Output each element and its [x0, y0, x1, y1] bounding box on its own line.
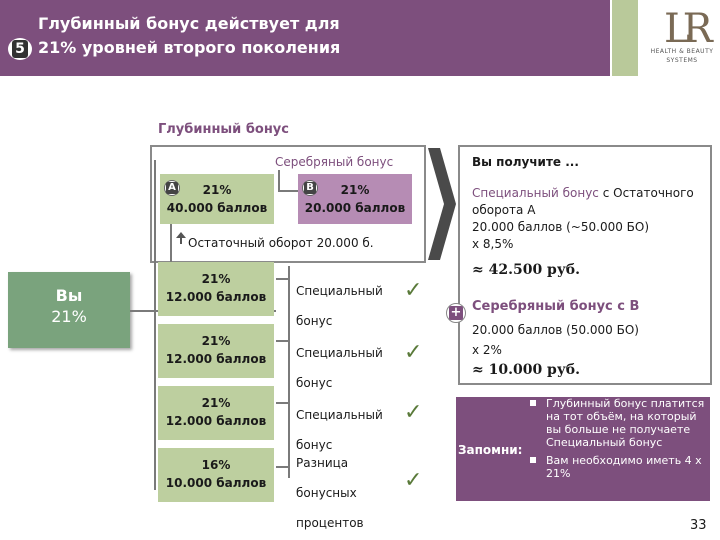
level-box-4: 16% 10.000 баллов — [158, 448, 274, 502]
connector-you — [130, 310, 150, 312]
reminder-item: Глубинный бонус платится на тот объём, н… — [530, 397, 708, 449]
special-bonus-volume: 20.000 баллов (~50.000 БО) — [472, 220, 650, 234]
level-box-3: 21% 12.000 баллов — [158, 386, 274, 440]
special-bonus-label: Специальный бонус — [472, 186, 599, 200]
level-2-bonus-text: Специальный бонус — [296, 338, 383, 398]
level-4-points: 10.000 баллов — [165, 476, 267, 490]
special-bonus-rate: x 8,5% — [472, 237, 514, 251]
level-3-bonus-text: Специальный бонус — [296, 400, 383, 460]
slide-number-badge: 5 — [8, 38, 32, 60]
connector-level-vertical — [288, 266, 290, 478]
silver-bonus-volume: 20.000 баллов (50.000 БО) — [472, 323, 639, 337]
bullet-icon — [530, 457, 536, 463]
connector-residual — [170, 224, 172, 262]
level-1-points: 12.000 баллов — [165, 290, 267, 304]
plus-icon: + — [446, 303, 466, 323]
lr-logo: LR HEALTH & BEAUTY SYSTEMS — [650, 6, 714, 70]
logo-area — [640, 0, 720, 76]
letter-b: B — [304, 182, 316, 194]
level-2-percent: 21% — [201, 334, 231, 348]
partner-a-points: 40.000 баллов — [166, 201, 268, 215]
check-icon: ✓ — [404, 278, 423, 303]
letter-a: A — [166, 182, 178, 194]
check-icon: ✓ — [404, 340, 423, 365]
connector-level1 — [276, 278, 290, 280]
reminder-item-text: Глубинный бонус платится на тот объём, н… — [546, 397, 705, 449]
level-4-bonus-line2: бонусных — [296, 486, 357, 500]
result-panel-title: Вы получите ... — [472, 155, 579, 169]
special-bonus-details: Специальный бонус с Остаточного оборота … — [472, 185, 708, 253]
you-box: Вы 21% — [8, 272, 130, 348]
level-3-bonus-line1: Специальный — [296, 408, 383, 422]
silver-bonus-rate: x 2% — [472, 343, 502, 357]
level-4-bonus-line1: Разница — [296, 456, 349, 470]
page-number: 33 — [690, 518, 707, 533]
section-title: Глубинный бонус — [158, 122, 289, 137]
partner-b-points: 20.000 баллов — [304, 201, 406, 215]
connector-level2 — [276, 340, 290, 342]
level-box-2: 21% 12.000 баллов — [158, 324, 274, 378]
check-icon: ✓ — [404, 468, 423, 493]
logo-tagline-2: SYSTEMS — [666, 57, 698, 64]
residual-arrow-icon — [176, 232, 186, 244]
depth-bonus-frame — [150, 145, 426, 263]
title-bar — [0, 0, 610, 76]
special-bonus-total: ≈ 42.500 руб. — [472, 262, 581, 278]
page-title-line1: Глубинный бонус действует для — [38, 14, 340, 33]
special-bonus-source: с Остаточного оборота А — [472, 186, 694, 217]
connector-a-b-vertical — [278, 170, 280, 192]
you-label: Вы — [55, 286, 83, 305]
level-1-bonus-line2: бонус — [296, 314, 333, 328]
result-panel — [458, 145, 712, 385]
slide-number: 5 — [12, 40, 28, 58]
header-accent-stripe — [612, 0, 638, 76]
you-percent: 21% — [51, 307, 87, 326]
silver-bonus-label: Серебряный бонус — [275, 155, 394, 169]
reminder-list: Глубинный бонус платится на тот объём, н… — [530, 397, 708, 485]
silver-bonus-details: 20.000 баллов (50.000 БО) x 2% — [472, 320, 708, 360]
letter-b-badge: B — [302, 180, 318, 196]
silver-bonus-total: ≈ 10.000 руб. — [472, 362, 581, 378]
level-4-bonus-text: Разница бонусных процентов — [296, 448, 364, 538]
logo-mark: LR — [664, 6, 713, 52]
silver-bonus-title: Серебряный бонус с В — [472, 299, 640, 314]
residual-turnover-label: Остаточный оборот 20.000 б. — [188, 236, 374, 250]
level-1-bonus-line1: Специальный — [296, 284, 383, 298]
level-3-percent: 21% — [201, 396, 231, 410]
connector-level3 — [276, 402, 290, 404]
page-title: Глубинный бонус действует для 21% уровне… — [38, 12, 398, 60]
level-1-bonus-text: Специальный бонус — [296, 276, 383, 336]
level-2-bonus-line2: бонус — [296, 376, 333, 390]
reminder-item-text: Вам необходимо иметь 4 x 21% — [546, 454, 702, 480]
check-icon: ✓ — [404, 400, 423, 425]
level-3-bonus-line2: бонус — [296, 438, 333, 452]
partner-b-percent: 21% — [340, 183, 370, 197]
plus-glyph: + — [449, 305, 463, 320]
page-title-line2: 21% уровней второго поколения — [38, 38, 341, 57]
connector-level4 — [276, 466, 290, 468]
partner-a-box: 21% 40.000 баллов — [160, 174, 274, 224]
reminder-item: Вам необходимо иметь 4 x 21% — [530, 454, 708, 480]
level-3-points: 12.000 баллов — [165, 414, 267, 428]
connector-main-vertical — [154, 160, 156, 490]
partner-a-percent: 21% — [202, 183, 232, 197]
level-box-1: 21% 12.000 баллов — [158, 262, 274, 316]
result-arrow-icon — [428, 148, 456, 260]
level-2-bonus-line1: Специальный — [296, 346, 383, 360]
bullet-icon — [530, 400, 536, 406]
level-2-points: 12.000 баллов — [165, 352, 267, 366]
level-4-percent: 16% — [201, 458, 231, 472]
logo-tagline-1: HEALTH & BEAUTY — [650, 48, 714, 55]
level-1-percent: 21% — [201, 272, 231, 286]
partner-b-box: 21% 20.000 баллов — [298, 174, 412, 224]
connector-a-b-horizontal — [278, 190, 298, 192]
reminder-box — [456, 397, 710, 501]
level-4-bonus-line3: процентов — [296, 516, 364, 530]
reminder-label: Запомни: — [458, 443, 523, 457]
letter-a-badge: A — [164, 180, 180, 196]
